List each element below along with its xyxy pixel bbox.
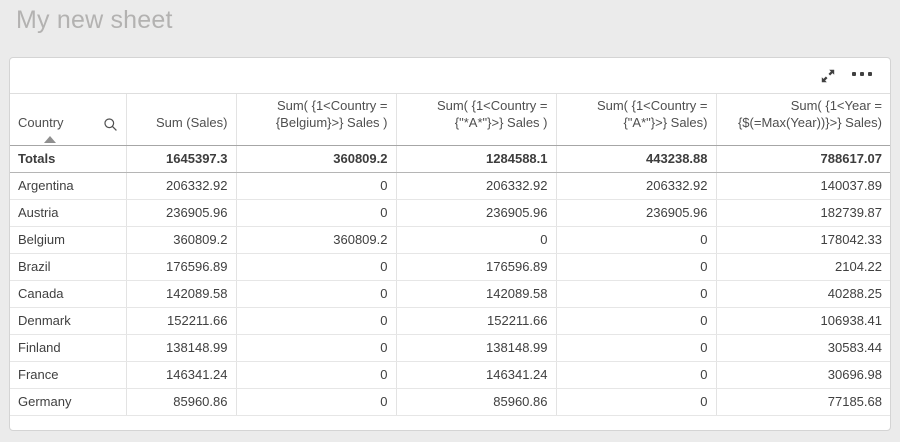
column-label-line2: {$(=Max(Year))}>} Sales) xyxy=(737,114,882,130)
value-cell: 0 xyxy=(555,253,716,281)
value-cell: 152211.66 xyxy=(395,307,556,335)
column-label-line1: Sum( {1<Country = xyxy=(596,98,708,113)
value-cell: 206332.92 xyxy=(395,172,556,200)
value-cell: 182739.87 xyxy=(715,199,890,227)
totals-cell: 1284588.1 xyxy=(395,145,556,173)
table-row: Brazil 176596.89 0 176596.89 0 2104.22 xyxy=(10,253,890,281)
column-header-sum-sales[interactable]: Sum (Sales) xyxy=(125,93,236,146)
table-row: Argentina 206332.92 0 206332.92 206332.9… xyxy=(10,172,890,200)
value-cell: 0 xyxy=(555,388,716,416)
value-cell: 40288.25 xyxy=(715,280,890,308)
value-cell: 0 xyxy=(235,334,396,362)
value-cell: 138148.99 xyxy=(395,334,556,362)
value-cell: 152211.66 xyxy=(125,307,236,335)
value-cell: 146341.24 xyxy=(125,361,236,389)
value-cell: 0 xyxy=(235,199,396,227)
value-cell: 0 xyxy=(235,388,396,416)
value-cell: 142089.58 xyxy=(395,280,556,308)
value-cell: 0 xyxy=(235,361,396,389)
value-cell: 236905.96 xyxy=(395,199,556,227)
more-options-button[interactable] xyxy=(850,70,874,78)
value-cell: 176596.89 xyxy=(395,253,556,281)
value-cell: 85960.86 xyxy=(125,388,236,416)
value-cell: 0 xyxy=(395,226,556,254)
value-cell: 0 xyxy=(555,280,716,308)
search-icon xyxy=(103,118,117,131)
value-cell: 146341.24 xyxy=(395,361,556,389)
value-cell: 206332.92 xyxy=(555,172,716,200)
search-button[interactable] xyxy=(103,117,118,132)
table-row: Canada 142089.58 0 142089.58 0 40288.25 xyxy=(10,280,890,308)
straight-table: Country Sum (Sales) xyxy=(10,93,890,416)
value-cell: 2104.22 xyxy=(715,253,890,281)
value-cell: 142089.58 xyxy=(125,280,236,308)
country-cell[interactable]: Brazil xyxy=(10,253,126,281)
value-cell: 206332.92 xyxy=(125,172,236,200)
value-cell: 0 xyxy=(235,280,396,308)
value-cell: 236905.96 xyxy=(555,199,716,227)
sheet-title: My new sheet xyxy=(16,6,173,34)
table-row: Belgium 360809.2 360809.2 0 0 178042.33 xyxy=(10,226,890,254)
totals-cell: 788617.07 xyxy=(715,145,890,173)
column-label-line1: Sum( {1<Year = xyxy=(790,98,882,113)
table-row: Denmark 152211.66 0 152211.66 0 106938.4… xyxy=(10,307,890,335)
value-cell: 0 xyxy=(555,361,716,389)
column-header-belgium-set[interactable]: Sum( {1<Country = {Belgium}>} Sales ) xyxy=(235,93,396,146)
column-label-line2: {"A*"}>} Sales) xyxy=(623,114,708,130)
value-cell: 0 xyxy=(555,334,716,362)
value-cell: 138148.99 xyxy=(125,334,236,362)
header-row: Country Sum (Sales) xyxy=(10,93,890,146)
value-cell: 30696.98 xyxy=(715,361,890,389)
column-header-a-star-set[interactable]: Sum( {1<Country = {"A*"}>} Sales) xyxy=(555,93,716,146)
column-label-line2: {Belgium}>} Sales ) xyxy=(275,114,388,130)
country-cell[interactable]: Belgium xyxy=(10,226,126,254)
fullscreen-icon xyxy=(820,69,836,87)
column-header-star-a-star-set[interactable]: Sum( {1<Country = {"*A*"}>} Sales ) xyxy=(395,93,556,146)
totals-label: Totals xyxy=(10,145,126,173)
visualization-toolbar xyxy=(10,58,890,93)
column-label: Country xyxy=(18,114,64,130)
value-cell: 140037.89 xyxy=(715,172,890,200)
column-header-country[interactable]: Country xyxy=(10,93,126,146)
value-cell: 176596.89 xyxy=(125,253,236,281)
totals-row: Totals 1645397.3 360809.2 1284588.1 4432… xyxy=(10,145,890,173)
value-cell: 30583.44 xyxy=(715,334,890,362)
value-cell: 106938.41 xyxy=(715,307,890,335)
value-cell: 0 xyxy=(555,307,716,335)
column-header-max-year-set[interactable]: Sum( {1<Year = {$(=Max(Year))}>} Sales) xyxy=(715,93,890,146)
table-row: Germany 85960.86 0 85960.86 0 77185.68 xyxy=(10,388,890,416)
table-visualization-panel: Country Sum (Sales) xyxy=(9,57,891,431)
fullscreen-button[interactable] xyxy=(818,66,838,86)
totals-cell: 360809.2 xyxy=(235,145,396,173)
country-cell[interactable]: Argentina xyxy=(10,172,126,200)
column-label-line1: Sum( {1<Country = xyxy=(436,98,548,113)
table-row: France 146341.24 0 146341.24 0 30696.98 xyxy=(10,361,890,389)
country-cell[interactable]: Finland xyxy=(10,334,126,362)
country-cell[interactable]: Denmark xyxy=(10,307,126,335)
value-cell: 236905.96 xyxy=(125,199,236,227)
totals-cell: 1645397.3 xyxy=(125,145,236,173)
value-cell: 360809.2 xyxy=(235,226,396,254)
value-cell: 0 xyxy=(555,226,716,254)
more-options-icon xyxy=(852,72,872,76)
value-cell: 0 xyxy=(235,253,396,281)
country-cell[interactable]: Canada xyxy=(10,280,126,308)
sort-ascending-icon xyxy=(44,135,56,143)
value-cell: 360809.2 xyxy=(125,226,236,254)
value-cell: 0 xyxy=(235,307,396,335)
value-cell: 85960.86 xyxy=(395,388,556,416)
country-cell[interactable]: France xyxy=(10,361,126,389)
value-cell: 77185.68 xyxy=(715,388,890,416)
value-cell: 178042.33 xyxy=(715,226,890,254)
value-cell: 0 xyxy=(235,172,396,200)
totals-cell: 443238.88 xyxy=(555,145,716,173)
column-label-line1: Sum( {1<Country = xyxy=(276,98,388,113)
country-cell[interactable]: Germany xyxy=(10,388,126,416)
column-label-line2: {"*A*"}>} Sales ) xyxy=(454,114,548,130)
column-label: Sum (Sales) xyxy=(155,114,228,130)
country-cell[interactable]: Austria xyxy=(10,199,126,227)
table-row: Austria 236905.96 0 236905.96 236905.96 … xyxy=(10,199,890,227)
table-row: Finland 138148.99 0 138148.99 0 30583.44 xyxy=(10,334,890,362)
